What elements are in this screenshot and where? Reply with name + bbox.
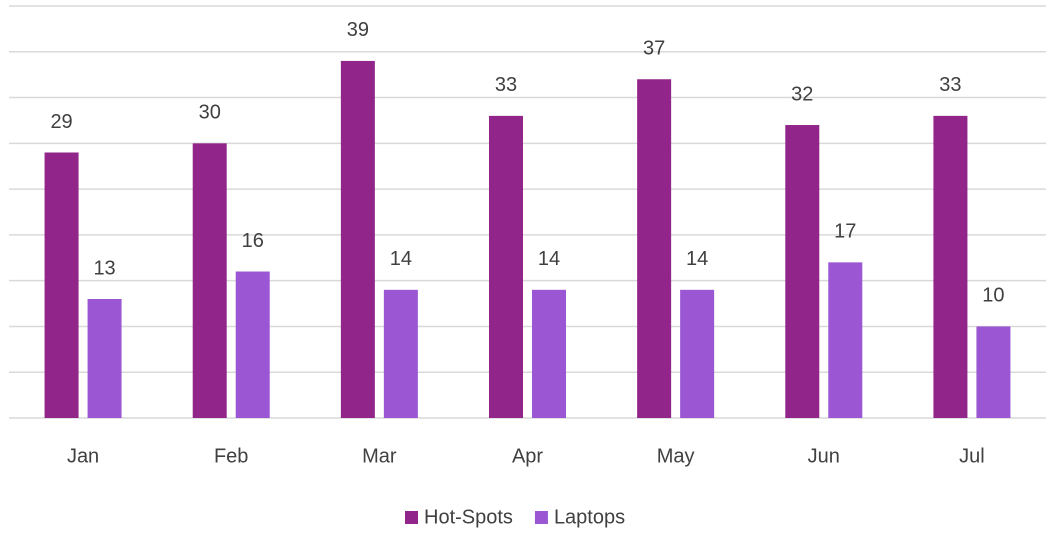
bar <box>192 143 227 419</box>
legend-swatch <box>405 511 418 524</box>
x-tick-label: May <box>657 445 695 467</box>
bar <box>340 60 375 418</box>
data-label: 39 <box>347 19 369 41</box>
x-tick-label: Jun <box>808 445 840 467</box>
data-label: 33 <box>939 74 961 96</box>
bar <box>87 298 122 418</box>
data-label: 29 <box>50 111 72 133</box>
data-label: 32 <box>791 83 813 105</box>
bar <box>933 115 968 418</box>
x-tick-label: Jan <box>67 445 99 467</box>
bar <box>785 125 820 419</box>
data-label: 16 <box>242 230 264 252</box>
bar <box>235 271 270 418</box>
data-label: 10 <box>982 285 1004 307</box>
data-label: 37 <box>643 38 665 60</box>
data-label: 33 <box>495 74 517 96</box>
bar <box>489 115 523 418</box>
x-tick-label: Mar <box>362 445 397 467</box>
bar <box>532 289 566 418</box>
bar <box>637 79 672 418</box>
x-tick-label: Feb <box>214 445 248 467</box>
data-label: 17 <box>834 221 856 243</box>
bar <box>828 262 863 418</box>
legend-label: Laptops <box>554 506 625 528</box>
data-label: 14 <box>538 248 560 270</box>
bar <box>44 152 79 418</box>
x-tick-label: Jul <box>959 445 985 467</box>
data-label: 14 <box>390 248 412 270</box>
data-label: 14 <box>686 248 708 270</box>
x-tick-label: Apr <box>512 445 543 467</box>
bar <box>976 326 1011 418</box>
legend-swatch <box>534 511 548 524</box>
bar <box>383 289 418 418</box>
bar <box>680 289 715 418</box>
data-label: 30 <box>199 102 221 124</box>
data-label: 13 <box>93 257 115 279</box>
legend-label: Hot-Spots <box>424 506 513 528</box>
